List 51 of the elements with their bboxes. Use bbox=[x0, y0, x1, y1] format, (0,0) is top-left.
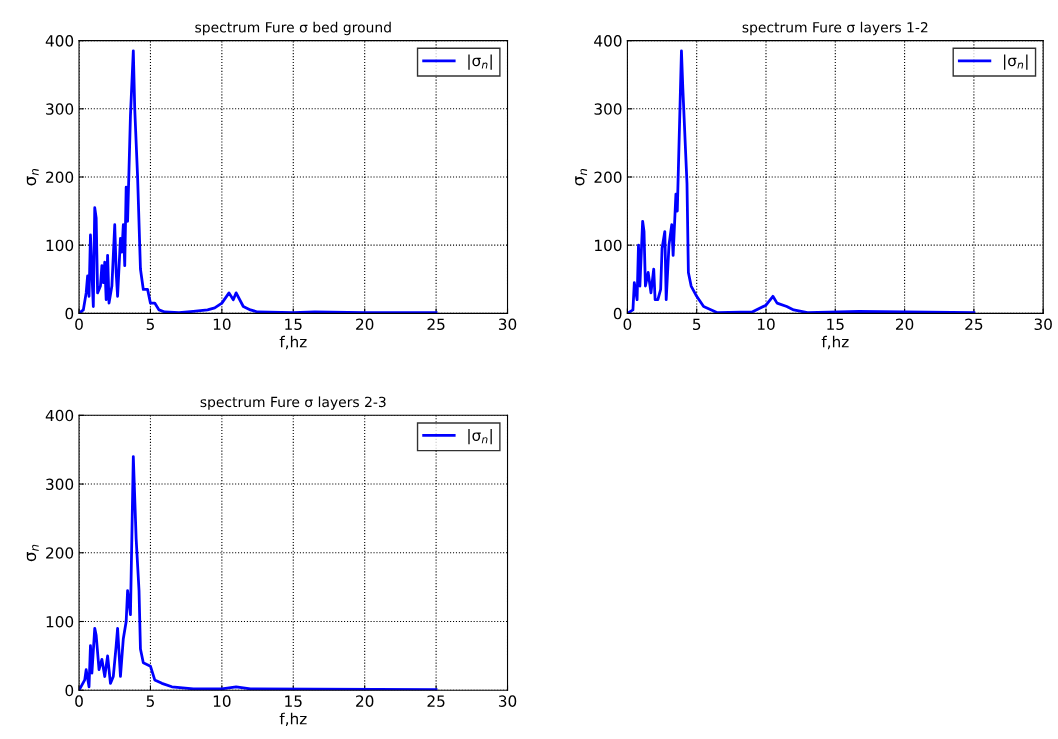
y-tick-label: 0 bbox=[65, 307, 74, 320]
x-tick-label: 25 bbox=[965, 318, 983, 331]
x-tick-label: 30 bbox=[498, 318, 517, 331]
x-tick-label: 0 bbox=[75, 695, 83, 707]
x-tick-label: 25 bbox=[427, 318, 445, 331]
y-tick-label: 100 bbox=[46, 239, 74, 252]
x-tick-label: 15 bbox=[285, 695, 302, 707]
y-tick-label: 100 bbox=[46, 615, 74, 628]
y-tick-label: 300 bbox=[46, 103, 74, 115]
x-tick-label: 10 bbox=[213, 318, 231, 331]
y-tick-label: 400 bbox=[594, 35, 622, 47]
x-axis-title: f,hz bbox=[821, 335, 849, 350]
y-tick-label: 200 bbox=[594, 171, 622, 184]
y-tick-label: 400 bbox=[45, 35, 74, 47]
x-tick-label: 20 bbox=[895, 318, 914, 331]
x-tick-label: 20 bbox=[356, 318, 374, 331]
y-axis-title: σ$_{n}$ bbox=[575, 169, 588, 186]
x-tick-label: 15 bbox=[827, 318, 844, 331]
legend-label: |σ$_{n}$| bbox=[468, 429, 492, 445]
y-tick-label: 0 bbox=[65, 684, 74, 697]
x-tick-label: 30 bbox=[1034, 318, 1052, 331]
chart-title: spectrum Fure σ bed ground bbox=[195, 21, 391, 36]
x-tick-label: 10 bbox=[213, 695, 231, 707]
x-tick-label: 25 bbox=[427, 695, 445, 707]
legend-label: |σ$_{n}$| bbox=[1004, 54, 1028, 70]
x-tick-label: 5 bbox=[693, 318, 701, 331]
x-tick-label: 30 bbox=[498, 695, 517, 707]
y-tick-label: 300 bbox=[594, 103, 622, 115]
chart-title: spectrum Fure σ layers 2-3 bbox=[200, 396, 386, 410]
y-tick-label: 200 bbox=[46, 547, 74, 559]
x-tick-label: 5 bbox=[146, 695, 154, 707]
y-tick-label: 400 bbox=[45, 409, 74, 422]
y-axis-title: σ$_{n}$ bbox=[26, 544, 39, 562]
x-axis-title: f,hz bbox=[279, 335, 307, 350]
x-tick-label: 5 bbox=[146, 318, 154, 331]
x-axis-title: f,hz bbox=[279, 712, 307, 727]
legend-label: |σ$_{n}$| bbox=[468, 54, 492, 70]
y-tick-label: 300 bbox=[46, 478, 74, 491]
y-tick-label: 200 bbox=[46, 171, 74, 184]
y-tick-label: 0 bbox=[613, 307, 622, 320]
x-tick-label: 15 bbox=[285, 318, 302, 331]
line-series bbox=[627, 49, 976, 314]
x-tick-label: 0 bbox=[75, 318, 83, 331]
line-series bbox=[79, 455, 438, 691]
chart-title: spectrum Fure σ layers 1-2 bbox=[742, 21, 928, 36]
x-tick-label: 0 bbox=[623, 318, 632, 331]
x-tick-label: 20 bbox=[356, 695, 374, 707]
x-tick-label: 10 bbox=[757, 318, 775, 331]
y-axis-title: σ$_{n}$ bbox=[26, 169, 39, 186]
line-series bbox=[79, 49, 438, 314]
y-tick-label: 100 bbox=[595, 239, 622, 252]
